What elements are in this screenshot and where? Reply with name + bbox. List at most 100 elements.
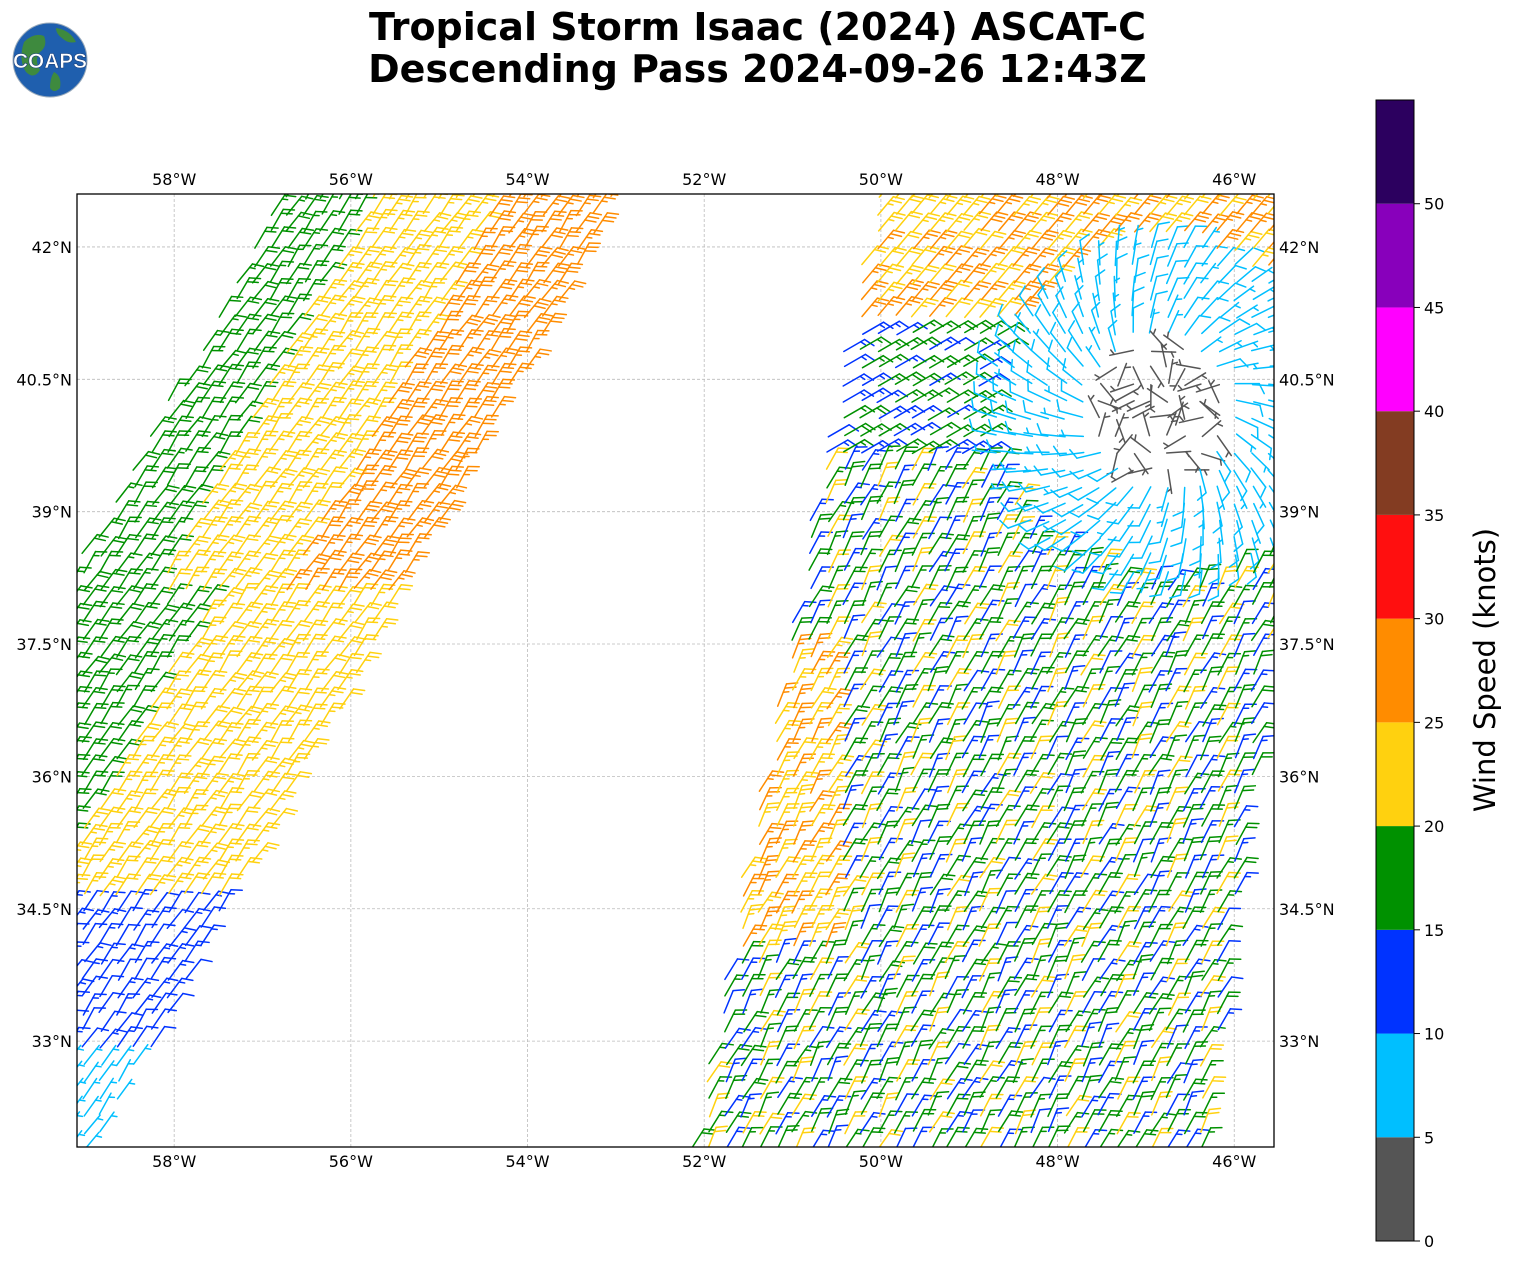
wind-barb	[994, 368, 1017, 386]
wind-barb	[77, 1077, 87, 1098]
wind-barb	[1150, 1026, 1178, 1049]
wind-barb	[338, 365, 366, 386]
wind-barb	[1218, 602, 1245, 625]
wind-barb	[388, 382, 415, 404]
wind-barb	[1217, 1008, 1243, 1031]
wind-barb	[285, 651, 311, 675]
wind-barb	[117, 906, 143, 929]
wind-barb	[271, 380, 297, 403]
wind-barb	[305, 567, 330, 590]
wind-barb	[1065, 906, 1092, 929]
wind-barb	[1064, 991, 1088, 1015]
wind-barb	[98, 908, 127, 929]
wind-barb	[117, 977, 144, 999]
wind-barb	[998, 550, 1024, 574]
wind-barb	[168, 415, 194, 438]
wind-barb	[1150, 255, 1169, 282]
colorbar-tick-label: 25	[1424, 713, 1444, 732]
wind-barb	[98, 1092, 116, 1115]
wind-barb	[320, 702, 346, 725]
wind-barb	[253, 466, 282, 487]
wind-barb	[1167, 309, 1184, 334]
wind-barb	[236, 361, 261, 384]
wind-barb	[389, 533, 415, 556]
wind-barb	[996, 873, 1021, 897]
wind-barb	[1097, 240, 1105, 266]
wind-barb	[218, 587, 246, 608]
wind-barb	[1218, 339, 1243, 353]
wind-barb	[388, 194, 403, 200]
wind-barb	[132, 1043, 152, 1065]
wind-barb	[827, 703, 853, 727]
wind-barb	[82, 993, 107, 1016]
wind-barb	[98, 618, 124, 641]
wind-barb	[992, 378, 1017, 401]
wind-barb	[320, 449, 347, 471]
wind-barb	[83, 807, 111, 829]
wind-barb	[302, 328, 329, 350]
wind-barb	[302, 228, 329, 250]
wind-barb	[77, 566, 92, 589]
lon-label-top: 52°W	[682, 170, 726, 189]
wind-barb	[828, 549, 852, 573]
wind-barb	[1149, 328, 1168, 350]
lon-label-bottom: 52°W	[682, 1152, 726, 1171]
wind-barb	[356, 448, 382, 471]
wind-barb	[743, 1010, 770, 1033]
wind-barb	[98, 722, 125, 744]
wind-barb	[270, 295, 298, 317]
wind-barb	[286, 449, 312, 472]
wind-barb	[1047, 1125, 1071, 1147]
wind-barb	[270, 312, 295, 335]
wind-barb	[929, 853, 953, 878]
wind-barb	[1065, 971, 1087, 996]
wind-barb	[319, 210, 346, 232]
wind-barb	[1131, 239, 1142, 265]
wind-barb	[98, 517, 126, 538]
wind-barb	[167, 378, 192, 402]
wind-barb	[200, 906, 227, 928]
wind-barb	[758, 822, 784, 845]
wind-barb	[439, 380, 464, 403]
wind-barb	[235, 432, 261, 455]
colorbar-bin	[1376, 618, 1414, 723]
wind-barb	[456, 279, 484, 301]
wind-barb	[116, 671, 144, 693]
wind-barb	[742, 1110, 767, 1134]
wind-barb	[1199, 1043, 1225, 1067]
wind-barb	[77, 841, 93, 863]
wind-barb	[1167, 838, 1193, 861]
wind-barb	[219, 672, 248, 693]
wind-barb	[117, 720, 144, 742]
wind-barb	[1150, 221, 1170, 249]
colorbar-bin	[1376, 1033, 1414, 1138]
wind-barb	[253, 517, 281, 538]
wind-barb	[168, 703, 195, 725]
wind-barb	[236, 670, 265, 691]
wind-barb	[269, 568, 298, 589]
wind-barb	[1168, 358, 1179, 384]
lon-label-top: 58°W	[152, 170, 196, 189]
wind-barb	[978, 565, 1003, 589]
wind-barb	[439, 310, 464, 334]
globe-logo-icon: COAPS	[12, 22, 88, 98]
wind-barb	[203, 720, 231, 742]
wind-barb	[911, 447, 936, 471]
wind-barb	[1201, 213, 1230, 234]
wind-barb	[387, 262, 415, 284]
title-line-2: Descending Pass 2024-09-26 12:43Z	[368, 47, 1147, 91]
wind-barb	[321, 396, 347, 419]
colorbar-bin	[1376, 1137, 1414, 1241]
wind-barb	[1074, 275, 1082, 300]
wind-barb	[218, 803, 243, 827]
wind-barb	[253, 448, 279, 471]
wind-barb	[1096, 519, 1117, 539]
colorbar-tick-label: 50	[1424, 195, 1444, 214]
wind-barb	[894, 1127, 918, 1147]
wind-barb	[286, 501, 313, 523]
wind-barb	[234, 483, 263, 505]
wind-barb	[997, 1110, 1024, 1133]
wind-barb	[235, 313, 262, 335]
wind-barb	[269, 533, 297, 555]
wind-barb	[285, 397, 313, 419]
